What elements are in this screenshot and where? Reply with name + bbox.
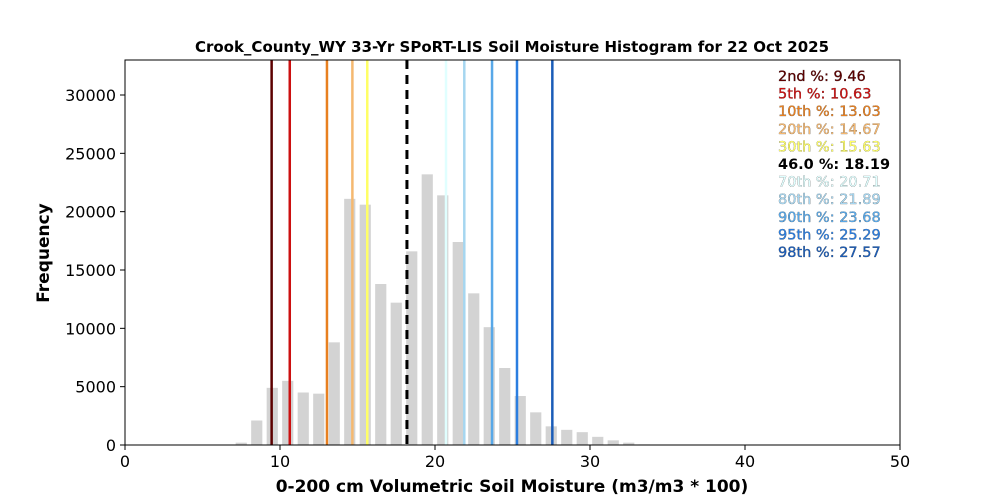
bars-layer [235, 174, 650, 446]
y-tick-label: 30000 [65, 86, 116, 105]
y-axis-label: Frequency [34, 203, 54, 303]
histogram-bar [313, 393, 325, 445]
percentile-legend-label: 80th %: 21.89 [778, 192, 881, 208]
y-tick-label: 20000 [65, 203, 116, 222]
histogram-bar [251, 420, 263, 445]
percentile-legend-label: 5th %: 10.63 [778, 87, 872, 103]
x-tick-label: 50 [890, 452, 910, 471]
percentile-legend-label: 30th %: 15.63 [778, 139, 881, 155]
chart-title: Crook_County_WY 33-Yr SPoRT-LIS Soil Moi… [195, 38, 829, 56]
y-tick-label: 5000 [75, 378, 116, 397]
x-tick-label: 0 [120, 452, 130, 471]
x-tick-label: 30 [580, 452, 600, 471]
x-tick-label: 40 [735, 452, 755, 471]
percentile-legend-label: 2nd %: 9.46 [778, 69, 866, 85]
plot-frame [124, 59, 901, 446]
histogram-bar [592, 436, 604, 445]
histogram-bar [390, 302, 402, 445]
x-tick-label: 20 [425, 452, 445, 471]
histogram-bar [468, 293, 480, 445]
y-tick-label: 10000 [65, 319, 116, 338]
percentile-legend-label: 70th %: 20.71 [778, 175, 881, 191]
histogram-bar [576, 432, 588, 445]
histogram-bar [359, 204, 371, 445]
y-axis-ticks: 0 5000 10000 15000 20000 25000 30000 [65, 86, 125, 455]
percentile-legend-label: 98th %: 27.57 [778, 245, 881, 261]
histogram-bar [514, 396, 526, 445]
x-axis-ticks: 0 10 20 30 40 50 [120, 445, 910, 471]
histogram-bar [623, 442, 635, 445]
histogram-bar [499, 368, 511, 445]
percentile-legend-label: 90th %: 23.68 [778, 210, 881, 226]
histogram-bar [406, 251, 418, 445]
histogram-bar [344, 198, 356, 445]
percentile-legend-label: 10th %: 13.03 [778, 104, 881, 120]
percentile-legend-label: 95th %: 25.29 [778, 227, 881, 243]
histogram-bar [282, 380, 294, 445]
histogram-bar [297, 392, 309, 445]
histogram-bar [452, 242, 464, 445]
histogram-bar [530, 412, 542, 445]
percentile-legend-label: 46.0 %: 18.19 [778, 157, 890, 173]
x-tick-label: 10 [270, 452, 290, 471]
histogram-bar [328, 342, 340, 445]
y-tick-label: 0 [106, 436, 116, 455]
histogram-bar [437, 195, 449, 445]
y-tick-label: 15000 [65, 261, 116, 280]
histogram-bar [561, 429, 573, 445]
histogram-bar [421, 174, 433, 446]
y-tick-label: 25000 [65, 144, 116, 163]
percentile-legend-label: 20th %: 14.67 [778, 122, 881, 138]
x-axis-label: 0-200 cm Volumetric Soil Moisture (m3/m3… [276, 477, 749, 497]
histogram-bar [375, 284, 387, 445]
histogram-bar [607, 440, 619, 445]
histogram-bar [235, 442, 247, 445]
percentile-lines-layer [270, 60, 554, 445]
histogram-bar [483, 327, 495, 445]
